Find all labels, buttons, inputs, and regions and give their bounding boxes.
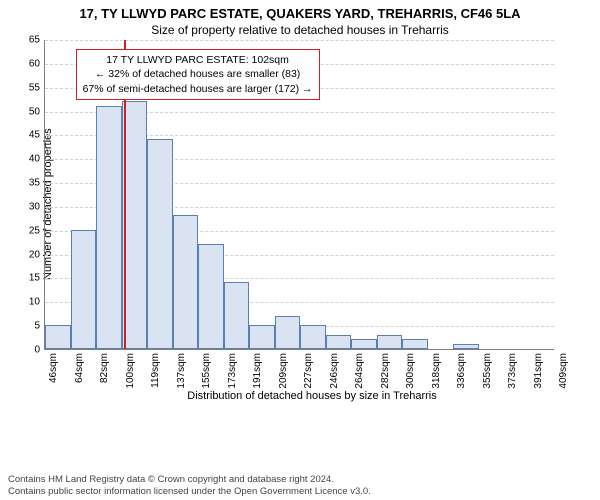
y-tick-label: 25 [29,225,45,236]
y-tick-label: 0 [34,345,45,356]
annotation-line: 17 TY LLWYD PARC ESTATE: 102sqm [83,53,313,67]
plot-area: 0510152025303540455055606546sqm64sqm82sq… [44,40,554,350]
y-tick-label: 20 [29,249,45,260]
x-tick-label: 209sqm [278,349,289,389]
y-tick-label: 10 [29,297,45,308]
y-tick-label: 15 [29,273,45,284]
annotation-line: 67% of semi-detached houses are larger (… [83,82,313,96]
y-tick-label: 45 [29,130,45,141]
x-tick-label: 373sqm [507,349,518,389]
x-tick-label: 282sqm [380,349,391,389]
x-tick-label: 336sqm [456,349,467,389]
footer-attribution: Contains HM Land Registry data © Crown c… [0,474,600,498]
histogram-bar [45,325,71,349]
x-tick-label: 246sqm [329,349,340,389]
x-tick-label: 300sqm [405,349,416,389]
page-subtitle: Size of property relative to detached ho… [0,21,600,41]
y-tick-label: 35 [29,178,45,189]
histogram-bar [224,282,250,349]
x-tick-label: 264sqm [354,349,365,389]
x-tick-label: 173sqm [227,349,238,389]
x-tick-label: 318sqm [431,349,442,389]
histogram-bar [147,139,173,349]
x-tick-label: 191sqm [252,349,263,389]
histogram-bar [300,325,326,349]
y-tick-label: 50 [29,106,45,117]
x-tick-label: 355sqm [482,349,493,389]
histogram-bar [275,316,301,349]
page-title: 17, TY LLWYD PARC ESTATE, QUAKERS YARD, … [0,0,600,21]
x-tick-label: 137sqm [176,349,187,389]
y-tick-label: 55 [29,82,45,93]
footer-line-1: Contains HM Land Registry data © Crown c… [8,474,592,486]
histogram-bar [96,106,122,349]
x-tick-label: 155sqm [201,349,212,389]
y-tick-label: 40 [29,154,45,165]
x-tick-label: 409sqm [558,349,569,389]
histogram-bar [71,230,97,349]
y-tick-label: 65 [29,35,45,46]
x-tick-label: 391sqm [533,349,544,389]
y-tick-label: 5 [34,321,45,332]
x-tick-label: 100sqm [125,349,136,389]
histogram-bar [377,335,403,349]
footer-line-2: Contains public sector information licen… [8,486,592,498]
x-tick-label: 46sqm [48,349,59,383]
histogram-bar [326,335,352,349]
histogram-bar [173,215,199,349]
annotation-box: 17 TY LLWYD PARC ESTATE: 102sqm← 32% of … [76,49,320,100]
histogram-bar [198,244,224,349]
x-tick-label: 227sqm [303,349,314,389]
y-tick-label: 60 [29,58,45,69]
y-tick-label: 30 [29,201,45,212]
x-tick-label: 119sqm [150,349,161,388]
x-tick-label: 64sqm [74,349,85,383]
histogram-bar [402,339,428,349]
annotation-line: ← 32% of detached houses are smaller (83… [83,67,313,81]
histogram-bar [249,325,275,349]
chart-container: Number of detached properties 0510152025… [44,40,580,410]
gridline-h [45,40,554,41]
x-tick-label: 82sqm [99,349,110,383]
histogram-bar [351,339,377,349]
x-axis-label: Distribution of detached houses by size … [44,390,580,402]
